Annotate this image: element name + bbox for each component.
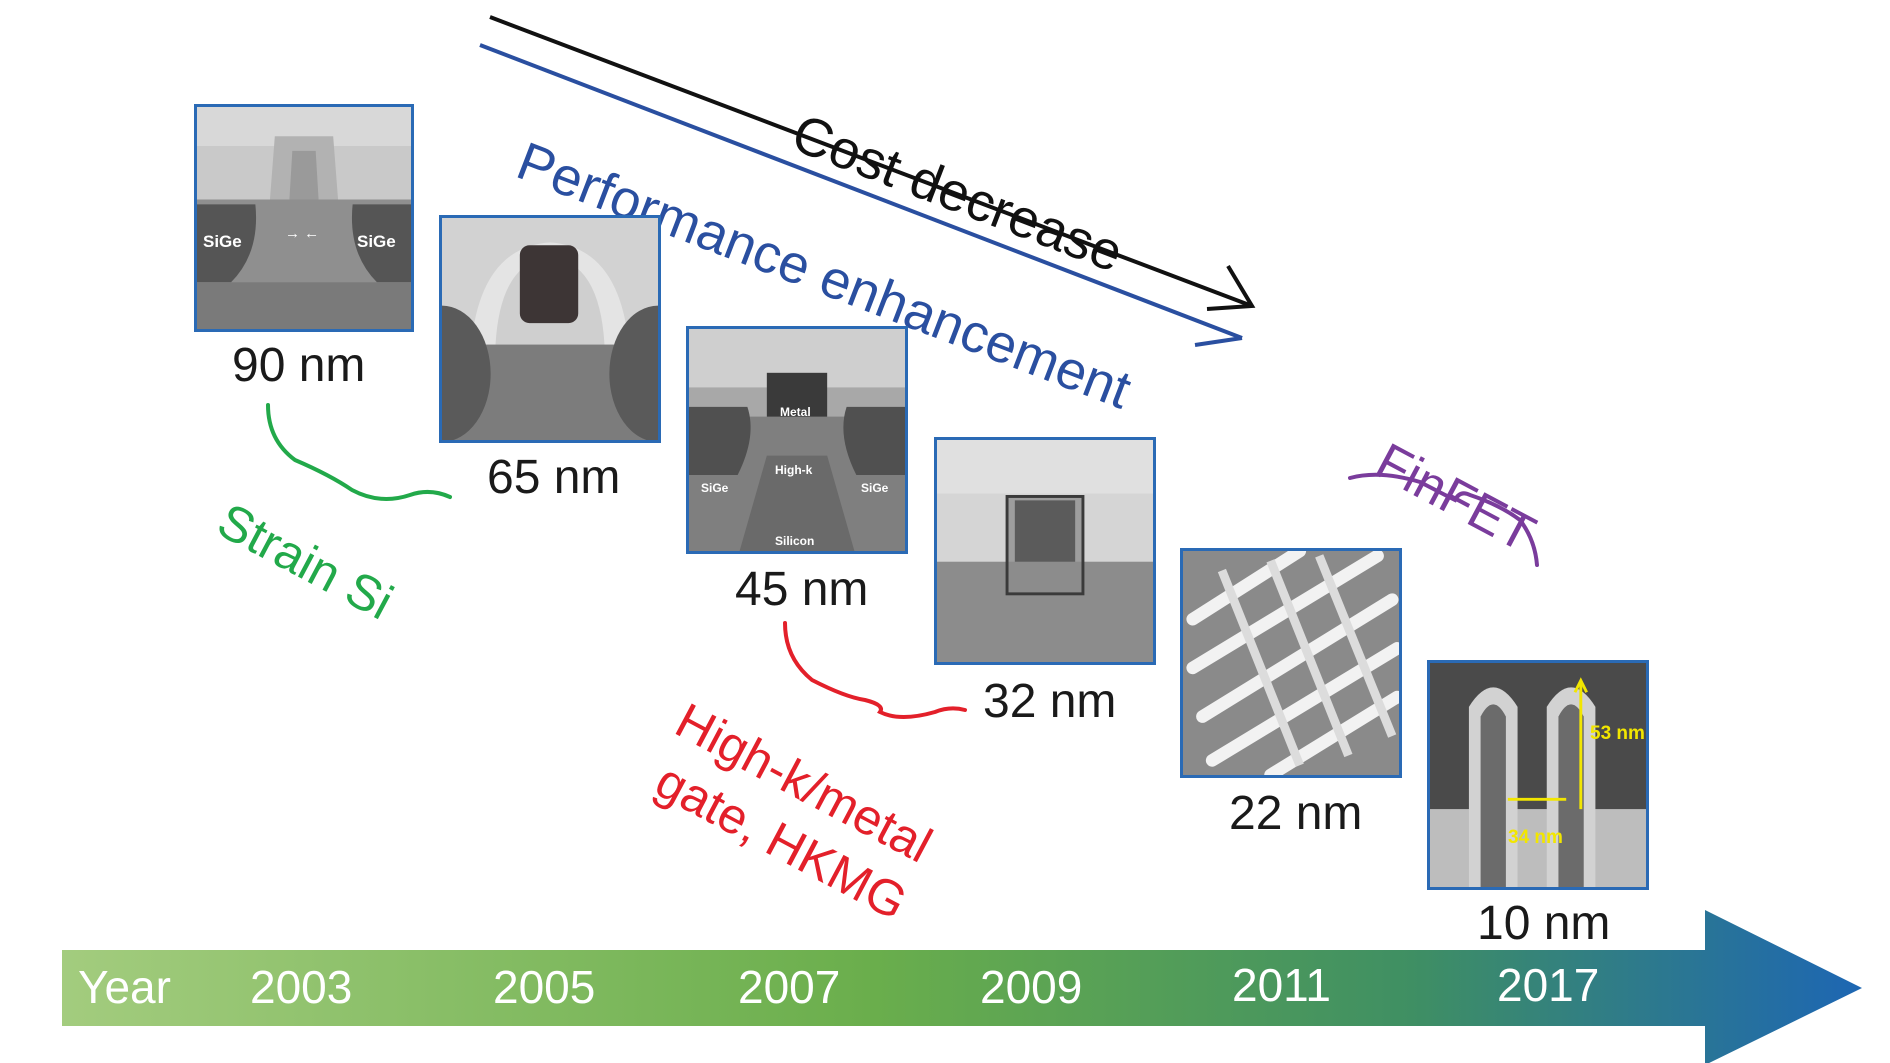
material-label: Silicon (775, 534, 815, 548)
tem-image-45nm: Metal High-k SiGe SiGe Silicon (686, 326, 908, 554)
material-label: SiGe (203, 232, 242, 251)
material-label: SiGe (861, 481, 889, 495)
node-label-10nm: 10 nm (1477, 897, 1611, 950)
hkmg-brace (783, 621, 967, 719)
year-label: 2007 (738, 961, 841, 1013)
sem-image-22nm (1180, 548, 1402, 778)
year-label: 2017 (1497, 959, 1600, 1011)
timeline-axis-label: Year (78, 961, 171, 1013)
tem-image-10nm: 53 nm 34 nm (1427, 660, 1649, 890)
dimension-label: 53 nm (1590, 723, 1645, 744)
tem-image-90nm: SiGe SiGe → ← (194, 104, 414, 332)
node-label-32nm: 32 nm (983, 675, 1117, 728)
tem-image-32nm (934, 437, 1156, 665)
node-label-90nm: 90 nm (232, 339, 366, 392)
year-label: 2009 (980, 961, 1083, 1013)
dimension-label: 34 nm (1508, 827, 1563, 848)
node-label-45nm: 45 nm (735, 563, 869, 616)
performance-arrow (479, 43, 1243, 347)
material-label: Metal (780, 405, 811, 419)
year-label: 2003 (250, 961, 353, 1013)
material-label: High-k (775, 463, 813, 477)
strain-arrows-icon: → ← (285, 225, 320, 242)
material-label: SiGe (357, 232, 396, 251)
year-label: 2011 (1232, 959, 1331, 1011)
node-label-22nm: 22 nm (1229, 787, 1363, 840)
tem-image-65nm (439, 215, 661, 443)
finfet-brace (1348, 472, 1539, 567)
strain-si-brace (266, 403, 452, 501)
year-label: 2005 (493, 961, 596, 1013)
cost-decrease-arrow (489, 15, 1256, 311)
material-label: SiGe (701, 481, 729, 495)
node-label-65nm: 65 nm (487, 451, 621, 504)
